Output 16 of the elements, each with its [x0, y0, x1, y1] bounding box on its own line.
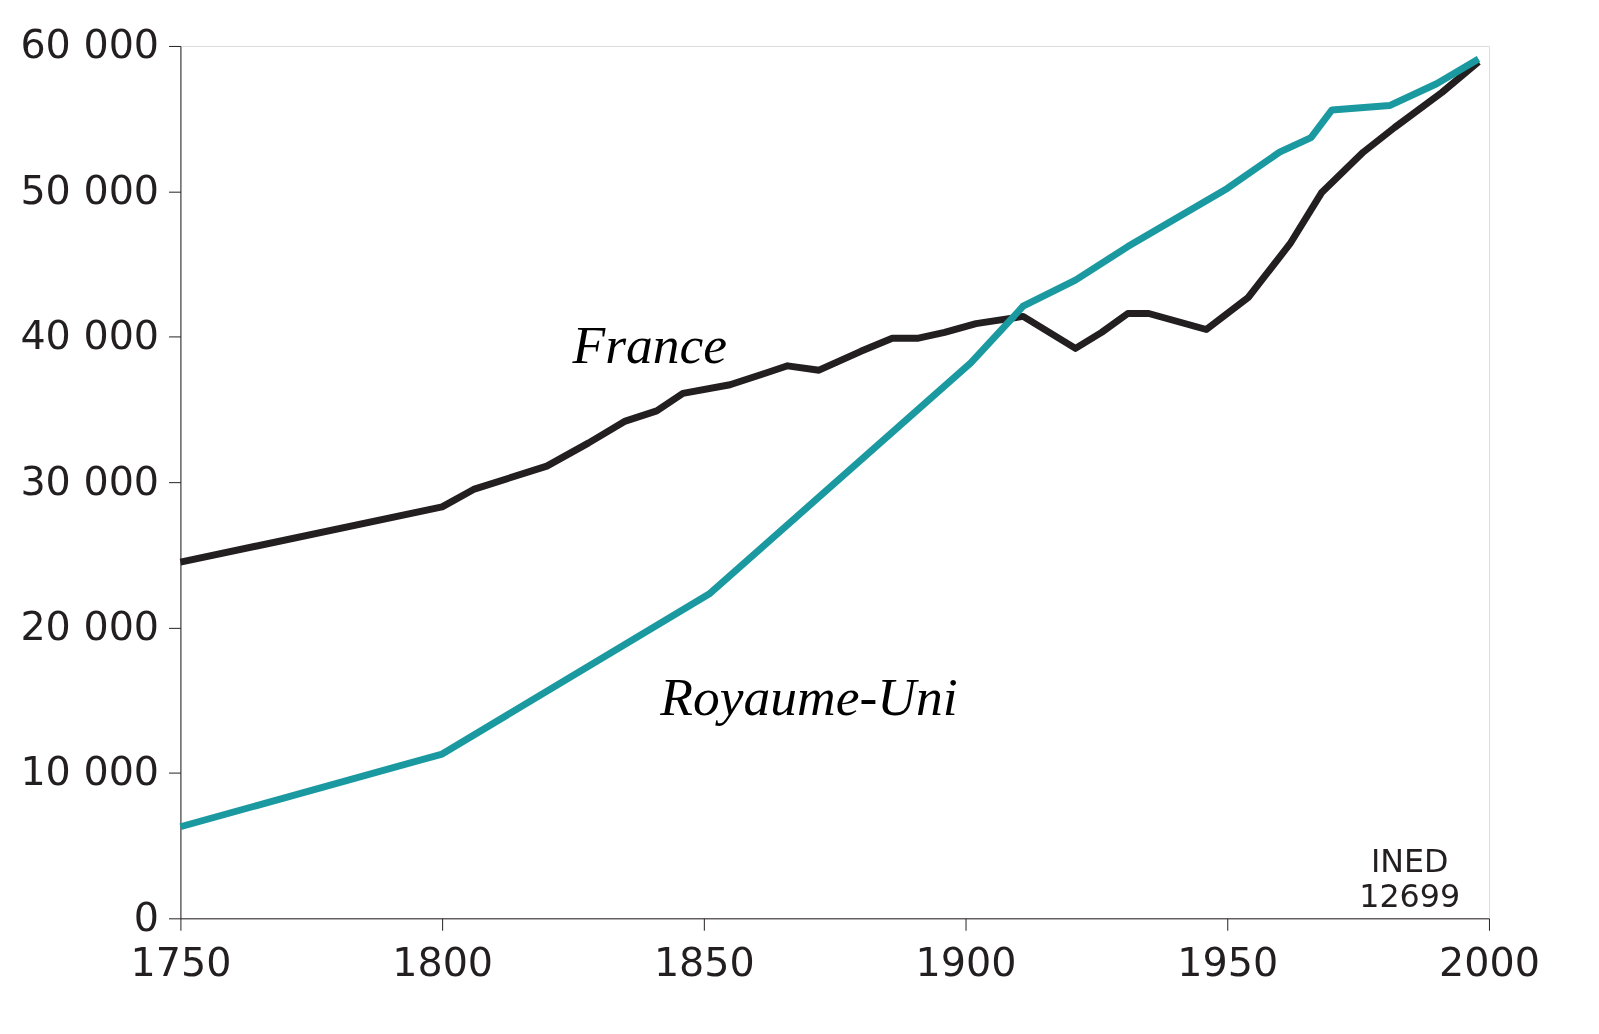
y-tick-label: 0	[133, 893, 160, 940]
y-tick-label: 10 000	[20, 748, 160, 795]
y-tick-label: 40 000	[20, 312, 160, 359]
x-tick-label: 1800	[392, 939, 494, 986]
y-tick-label: 20 000	[20, 602, 160, 649]
y-tick-label: 50 000	[20, 166, 160, 213]
x-tick-label: 1950	[1177, 939, 1279, 986]
annotation: Royaume-Uni	[659, 667, 958, 728]
x-tick-label: 1750	[130, 939, 232, 986]
annotation: INED 12699	[1359, 842, 1461, 915]
annotation: France	[571, 314, 727, 375]
y-tick-label: 30 000	[20, 457, 160, 504]
y-tick-label: 60 000	[20, 21, 160, 68]
x-tick-label: 2000	[1439, 939, 1540, 986]
x-tick-label: 1850	[653, 939, 755, 986]
x-tick-label: 1900	[915, 939, 1017, 986]
